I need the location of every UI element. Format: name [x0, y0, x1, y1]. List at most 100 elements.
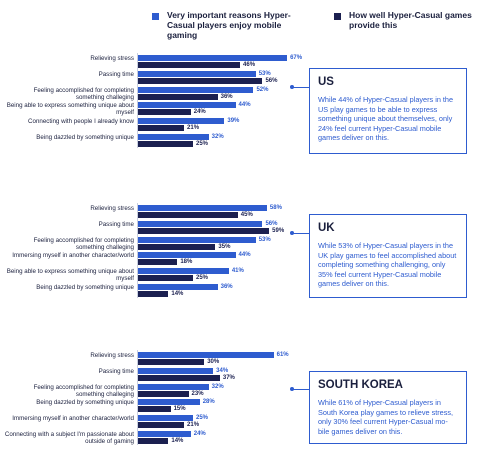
- callout-connector-south-korea: [293, 389, 311, 390]
- value-label-provide: 25%: [196, 275, 209, 282]
- bar-important: [137, 86, 254, 93]
- callout-connector-uk: [293, 233, 311, 234]
- value-label-important: 67%: [290, 55, 303, 61]
- value-label-important: 24%: [193, 431, 206, 437]
- bar-important: [137, 252, 236, 259]
- chart-row: Being able to express something unique a…: [0, 268, 310, 292]
- bar-important: [137, 284, 218, 290]
- value-label-provide: 36%: [220, 93, 233, 100]
- category-label: Connecting with people I already know: [28, 118, 134, 126]
- legend-label-important: Very important reasons Hyper-Casual play…: [167, 10, 291, 40]
- bar-provide: [137, 141, 193, 147]
- callout-connector-dot-uk: [290, 231, 294, 235]
- bar-provide: [137, 227, 270, 234]
- value-label-provide: 46%: [243, 62, 256, 68]
- legend-item-important: Very important reasons Hyper-Casual play…: [152, 10, 312, 40]
- category-label: Feeling accomplished for completing some…: [33, 383, 134, 398]
- callout-title-uk: UK: [318, 222, 335, 234]
- value-label-important: 58%: [269, 205, 282, 211]
- bar-provide: [137, 291, 169, 297]
- value-label-important: 41%: [231, 268, 244, 275]
- bar-important: [137, 102, 236, 109]
- value-label-important: 39%: [227, 118, 240, 125]
- category-label: Passing time: [98, 220, 134, 228]
- value-label-important: 52%: [256, 86, 269, 93]
- legend-item-provide: How well Hyper-Casual games provide this: [334, 10, 484, 30]
- legend: Very important reasons Hyper-Casual play…: [0, 8, 499, 40]
- chart-row: Being dazzled by something unique 28% 15%: [0, 399, 310, 423]
- value-label-provide: 14%: [171, 438, 184, 444]
- value-label-important: 28%: [202, 399, 215, 406]
- value-label-important: 32%: [211, 134, 224, 140]
- chart-row: Relieving stress 67% 46%: [0, 55, 310, 79]
- chart-south-korea: Relieving stress 61% 30% Passing time 34% 37%…: [0, 350, 310, 447]
- category-label: Being dazzled by something unique: [36, 399, 134, 407]
- category-label: Relieving stress: [90, 352, 134, 359]
- bar-provide: [137, 438, 169, 444]
- category-label: Connecting with a subject I'm passionate…: [4, 431, 134, 445]
- value-label-important: 44%: [238, 252, 251, 259]
- callout-connector-dot-us: [290, 85, 294, 89]
- value-label-important: 53%: [258, 236, 271, 243]
- bar-provide: [137, 125, 185, 132]
- bar-important: [137, 236, 256, 243]
- chart-row: Passing time 53% 56%: [0, 70, 310, 95]
- callout-title-south-korea: SOUTH KOREA: [318, 379, 403, 391]
- value-label-important: 25%: [196, 415, 209, 422]
- bar-important: [137, 352, 274, 358]
- legend-swatch-important: [152, 13, 159, 20]
- bar-provide: [137, 93, 218, 100]
- chart-row: Feeling accomplished for completing some…: [0, 86, 310, 111]
- bar-important: [137, 70, 256, 77]
- bar-important: [137, 415, 193, 422]
- chart-row: Feeling accomplished for completing some…: [0, 236, 310, 261]
- callout-connector-dot-south-korea: [290, 387, 294, 391]
- value-label-important: 32%: [211, 383, 224, 390]
- value-label-important: 56%: [265, 220, 278, 227]
- chart-uk: Relieving stress 58% 45% Passing time 56% 59%…: [0, 203, 310, 300]
- value-label-provide: 24%: [193, 109, 206, 116]
- bar-provide: [137, 406, 171, 413]
- bar-important: [137, 268, 229, 275]
- category-label: Being dazzled by something unique: [36, 134, 134, 141]
- bar-provide: [137, 422, 185, 429]
- category-label: Being dazzled by something unique: [36, 284, 134, 291]
- bar-provide: [137, 275, 193, 282]
- bar-important: [137, 118, 225, 125]
- bar-important: [137, 134, 209, 140]
- value-label-provide: 23%: [191, 390, 204, 397]
- category-label: Relieving stress: [90, 55, 134, 62]
- value-label-provide: 14%: [171, 291, 184, 297]
- category-axis-line: [137, 203, 138, 298]
- value-label-provide: 35%: [218, 243, 231, 250]
- category-axis-line: [137, 53, 138, 148]
- value-label-important: 34%: [216, 367, 229, 374]
- value-label-important: 61%: [276, 352, 289, 358]
- value-label-provide: 30%: [207, 359, 220, 365]
- value-label-provide: 56%: [265, 77, 278, 84]
- chart-us: Relieving stress 67% 46% Passing time 53% 56%…: [0, 53, 310, 150]
- category-label: Feeling accomplished for completing some…: [33, 236, 134, 251]
- bar-important: [137, 383, 209, 390]
- legend-label-provide: How well Hyper-Casual games provide this: [349, 10, 472, 30]
- bar-important: [137, 220, 263, 227]
- bar-important: [137, 55, 288, 61]
- callout-us: US While 44% of Hyper-Casual players in …: [309, 68, 467, 154]
- chart-row: Relieving stress 58% 45%: [0, 205, 310, 229]
- chart-row: Immersing myself in another character/wo…: [0, 415, 310, 439]
- category-axis-line: [137, 350, 138, 445]
- callout-uk: UK While 53% of Hyper-Casual players in …: [309, 214, 467, 298]
- bar-important: [137, 399, 200, 406]
- value-label-important: 36%: [220, 284, 233, 290]
- bar-provide: [137, 374, 220, 381]
- chart-row: Feeling accomplished for completing some…: [0, 383, 310, 408]
- bar-important: [137, 205, 267, 211]
- callout-title-us: US: [318, 76, 334, 88]
- legend-swatch-provide: [334, 13, 341, 20]
- callout-text-uk: While 53% of Hyper-Casual players in the…: [318, 241, 457, 288]
- value-label-provide: 21%: [187, 422, 200, 429]
- callout-text-south-korea: While 61% of Hyper-Casual players in Sou…: [318, 398, 454, 436]
- category-label: Immersing myself in another character/wo…: [12, 415, 134, 423]
- callout-connector-us: [293, 87, 311, 88]
- bar-provide: [137, 259, 178, 266]
